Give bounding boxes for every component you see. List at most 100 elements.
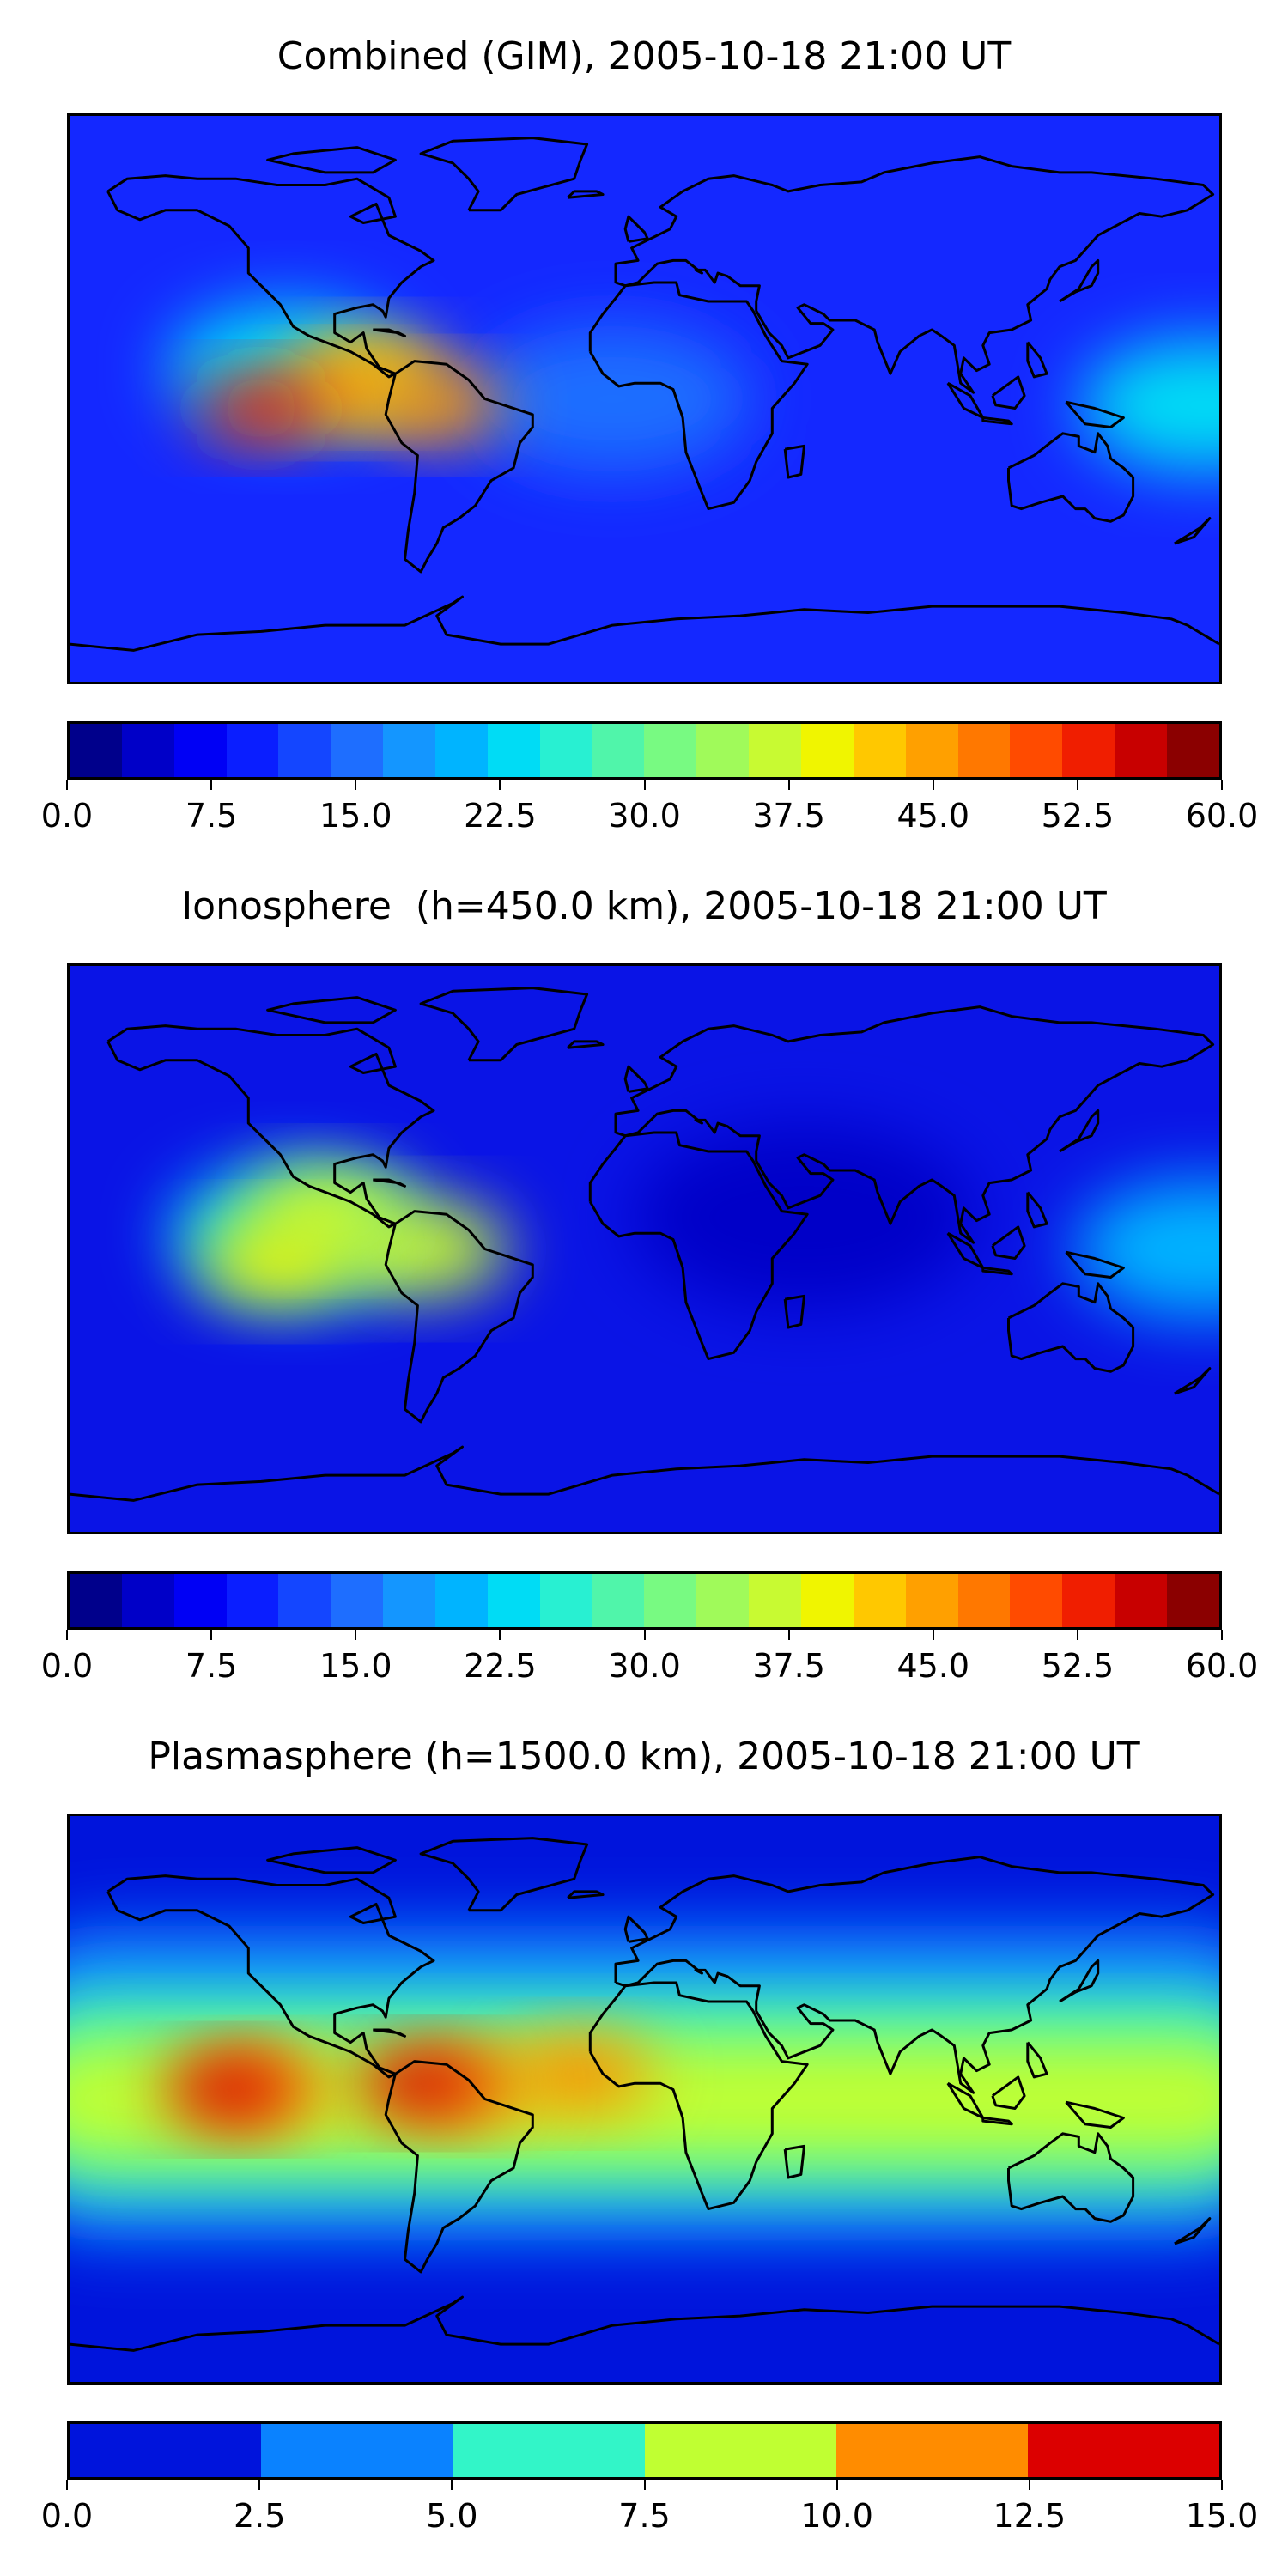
colorbar-tick-label: 60.0: [1185, 797, 1259, 835]
coastline: [373, 2028, 406, 2038]
colorbar-tick-label: 12.5: [993, 2497, 1066, 2535]
coastline: [1065, 400, 1125, 428]
colorbar-segment: [1167, 1574, 1219, 1627]
colorbar-tick: [66, 1630, 68, 1640]
colorbar-tick: [355, 780, 357, 790]
panel-ionosphere: Ionosphere (h=450.0 km), 2005-10-18 21:0…: [0, 850, 1288, 1709]
colorbar-segment: [957, 1574, 1011, 1627]
map-field-band: [70, 2036, 1219, 2162]
colorbar-tick-label: 37.5: [752, 1647, 825, 1685]
colorbar-tick-label: 52.5: [1041, 1647, 1115, 1685]
coastline: [106, 174, 435, 379]
colorbar-tick: [1028, 2480, 1030, 2490]
coastline: [567, 1040, 605, 1049]
colorbar-segment: [1115, 724, 1168, 777]
colorbar-tick: [66, 2480, 68, 2490]
colorbar-segment: [801, 724, 854, 777]
colorbar-tick: [499, 780, 501, 790]
colorbar-tick-label: 7.5: [185, 1647, 238, 1685]
coastline: [266, 146, 397, 174]
coastline: [1026, 341, 1048, 379]
colorbar-tick: [643, 2480, 646, 2490]
colorbar-segment: [383, 724, 436, 777]
map-field-blob: [1074, 1180, 1219, 1318]
coastline: [1059, 258, 1100, 303]
colorbar-ticks-combined-gim: 0.0 7.5 15.0 22.5 30.0 37.5 45.0 52.5 60.0: [41, 780, 1258, 835]
colorbar-segment: [835, 2424, 1028, 2477]
colorbar-segment: [121, 724, 174, 777]
colorbar-segment: [278, 724, 331, 777]
colorbar-tick: [210, 1630, 213, 1640]
coastline: [614, 1005, 1215, 1244]
coastline: [266, 1846, 397, 1874]
coastline: [384, 360, 534, 574]
colorbar-tick-label: 60.0: [1185, 1647, 1259, 1685]
colorbar-ticks-ionosphere: 0.0 7.5 15.0 22.5 30.0 37.5 45.0 52.5 60.0: [41, 1630, 1258, 1685]
colorbar-ionosphere: [67, 1571, 1222, 1630]
coastline: [1174, 517, 1212, 545]
colorbar-segment: [1010, 1574, 1063, 1627]
colorbar-tick-label: 15.0: [319, 1647, 392, 1685]
coastline: [783, 1294, 805, 1329]
panel-title: Plasmasphere (h=1500.0 km), 2005-10-18 2…: [148, 1735, 1140, 1778]
map-field-blob: [164, 2055, 294, 2124]
colorbar-segment: [644, 724, 697, 777]
colorbar-segment: [1062, 1574, 1115, 1627]
coastline: [991, 1225, 1026, 1260]
colorbar-tick: [258, 2480, 261, 2490]
colorbar-segment: [70, 2424, 262, 2477]
coastline: [419, 137, 589, 212]
coastline: [783, 444, 805, 479]
colorbar-segment: [226, 1574, 279, 1627]
colorbar-segment: [539, 1574, 592, 1627]
colorbar-tick-label: 22.5: [464, 1647, 537, 1685]
colorbar-tick-label: 7.5: [185, 797, 238, 835]
colorbar-tick-label: 22.5: [464, 797, 537, 835]
coastline: [588, 1131, 809, 1361]
map-field-blob: [473, 325, 752, 473]
colorbar-tick-label: 10.0: [800, 2497, 873, 2535]
colorbar-segment: [1027, 2424, 1219, 2477]
map-svg: [70, 116, 1219, 682]
coastline: [1059, 1959, 1100, 2003]
coastline: [1065, 2100, 1125, 2129]
colorbar-tick-label: 15.0: [319, 797, 392, 835]
coastline: [623, 1915, 649, 1943]
colorbar-tick: [643, 780, 646, 790]
colorbar-tick-label: 52.5: [1041, 797, 1115, 835]
coastline: [384, 2060, 534, 2274]
colorbar-segment: [644, 1574, 697, 1627]
colorbar-segment: [905, 1574, 958, 1627]
panel-title: Ionosphere (h=450.0 km), 2005-10-18 21:0…: [181, 884, 1107, 928]
colorbar-tick: [1221, 780, 1223, 790]
colorbar-segment: [1062, 724, 1115, 777]
coastline: [1007, 432, 1135, 523]
colorbar-tick: [451, 2480, 453, 2490]
coastline: [588, 281, 809, 511]
colorbar-combined-gim: [67, 721, 1222, 780]
colorbar-tick-label: 15.0: [1185, 2497, 1259, 2535]
colorbar-tick-label: 0.0: [40, 1647, 94, 1685]
coastline: [1026, 1191, 1048, 1229]
map-svg: [70, 1816, 1219, 2382]
coastline: [567, 1890, 605, 1899]
coastline: [991, 375, 1026, 410]
colorbar-tick: [1221, 2480, 1223, 2490]
colorbar-tick: [1076, 780, 1078, 790]
colorbar-segment: [331, 724, 384, 777]
colorbar-tick: [932, 780, 934, 790]
coastline: [981, 416, 1013, 426]
coastline: [614, 1856, 1215, 2094]
colorbar-tick: [835, 2480, 838, 2490]
coastline: [614, 155, 1215, 394]
map-field-blob: [1079, 339, 1219, 471]
colorbar-tick-label: 45.0: [896, 797, 970, 835]
colorbar-tick: [210, 780, 213, 790]
colorbar-tick: [1221, 1630, 1223, 1640]
colorbar-tick: [355, 1630, 357, 1640]
panel-title: Combined (GIM), 2005-10-18 21:00 UT: [276, 34, 1012, 78]
colorbar-segment: [749, 1574, 802, 1627]
coastline: [981, 2117, 1013, 2126]
colorbar-segment: [801, 1574, 854, 1627]
coastline: [1007, 2132, 1135, 2223]
